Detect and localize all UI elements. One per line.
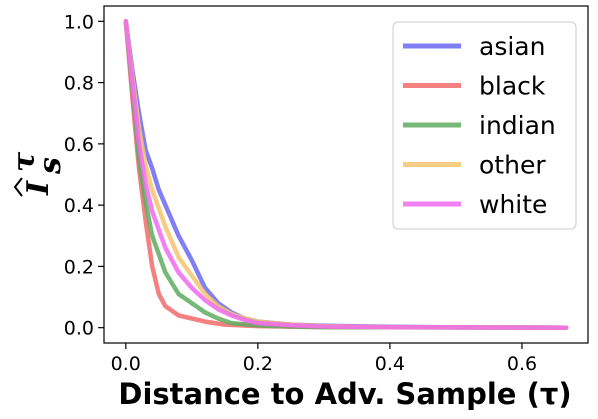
y-tick-label: 0.4 xyxy=(64,195,94,217)
series-line-white xyxy=(123,19,569,330)
plot-frame xyxy=(103,5,589,344)
legend: asian black indian other white xyxy=(392,21,577,230)
x-tick-label: 0.6 xyxy=(507,353,537,375)
y-axis-label-hat xyxy=(13,177,23,197)
series-layer xyxy=(123,19,569,330)
x-tick-label: 0.4 xyxy=(375,353,405,375)
x-axis: 0.0 0.2 0.4 0.6 xyxy=(111,343,537,375)
y-tick-label: 0.6 xyxy=(64,134,94,156)
legend-label-indian: indian xyxy=(479,111,556,140)
legend-label-white: white xyxy=(479,190,547,219)
x-tick-label: 0.2 xyxy=(243,353,273,375)
y-tick-label: 0.8 xyxy=(64,73,94,95)
legend-label-other: other xyxy=(479,151,546,180)
legend-label-black: black xyxy=(479,72,546,101)
y-axis-label-superscript: τ xyxy=(7,151,42,172)
y-tick-label: 1.0 xyxy=(64,11,94,33)
y-axis: 0.0 0.2 0.4 0.6 0.8 1.0 xyxy=(64,11,104,340)
y-axis-label: Iτs xyxy=(7,151,68,197)
y-tick-label: 0.0 xyxy=(64,318,94,340)
x-axis-label: Distance to Adv. Sample (τ) xyxy=(118,377,571,411)
y-axis-label-subscript: s xyxy=(33,157,68,175)
legend-label-asian: asian xyxy=(479,32,545,61)
y-tick-label: 0.2 xyxy=(64,256,94,278)
y-axis-label-base: I xyxy=(21,180,56,196)
legend-box xyxy=(392,21,577,230)
x-tick-label: 0.0 xyxy=(111,353,141,375)
